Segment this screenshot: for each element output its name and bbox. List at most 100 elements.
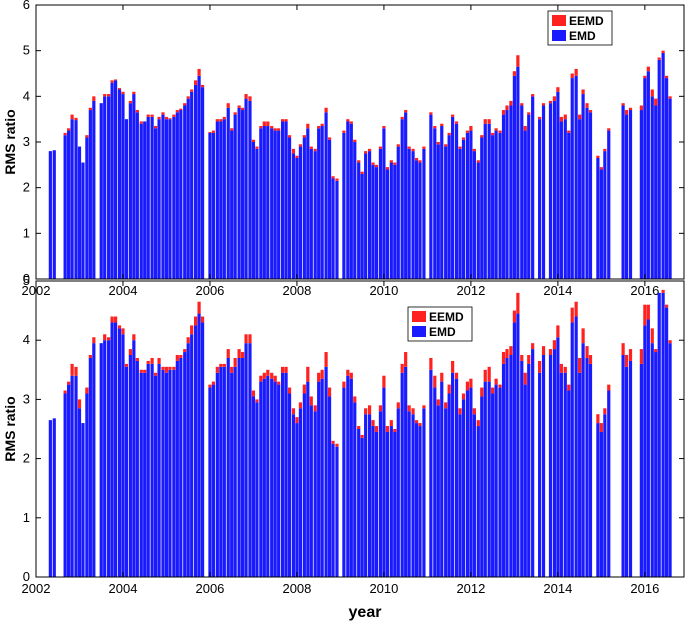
bar-eemd [154, 126, 158, 129]
bar-eemd [538, 116, 542, 120]
bar-emd [194, 84, 198, 279]
x-tick-label: 2016 [630, 283, 659, 298]
bar-eemd [639, 349, 643, 364]
bar-eemd [382, 126, 386, 129]
bar-eemd [411, 148, 415, 152]
bar-eemd [270, 126, 274, 129]
bar-emd [317, 381, 321, 577]
bar-eemd [461, 137, 466, 140]
bar-emd [135, 360, 139, 577]
bar-eemd [472, 148, 476, 152]
bar-eemd [559, 116, 563, 122]
bar-eemd [346, 119, 350, 122]
bar-emd [194, 325, 198, 577]
bar-eemd [668, 96, 672, 99]
bar-emd [327, 396, 332, 577]
bar-eemd [139, 121, 143, 124]
bar-emd [280, 372, 285, 577]
bar-eemd [85, 135, 89, 138]
bar-emd [657, 59, 661, 279]
bar-emd [596, 157, 600, 279]
bar-eemd [523, 126, 527, 131]
bar-eemd [498, 384, 502, 388]
bar-eemd [581, 89, 585, 95]
bar-eemd [487, 119, 491, 124]
bar-eemd [215, 119, 219, 122]
bar-eemd [200, 316, 205, 323]
y-tick-label: 1 [23, 510, 30, 525]
y-tick-label: 0 [23, 271, 30, 286]
bar-emd [650, 343, 654, 577]
bar-emd [414, 423, 419, 577]
bar-emd [483, 123, 487, 279]
bar-emd [531, 349, 535, 577]
bar-eemd [259, 375, 263, 382]
bar-eemd [124, 363, 129, 367]
bar-eemd [219, 119, 223, 122]
bar-emd [179, 110, 183, 279]
bar-eemd [317, 126, 321, 129]
bar-emd [404, 366, 408, 577]
bar-eemd [357, 160, 361, 163]
bar-eemd [287, 387, 292, 394]
bar-emd [168, 119, 172, 279]
bar-emd [255, 402, 259, 577]
bar-emd [523, 384, 527, 577]
bar-eemd [494, 378, 498, 385]
bar-eemd [509, 100, 513, 106]
bar-eemd [251, 139, 256, 142]
bar-emd [291, 153, 296, 279]
y-tick-label: 2 [23, 180, 30, 195]
bar-emd [164, 119, 169, 279]
bar-eemd [624, 355, 629, 367]
bar-eemd [233, 112, 237, 115]
bar-emd [657, 292, 661, 577]
bar-emd [117, 89, 122, 279]
bar-emd [200, 322, 205, 577]
x-axis-label: year [349, 604, 382, 621]
bar-emd [472, 414, 476, 577]
bar-emd [255, 148, 259, 279]
bar-eemd [378, 405, 383, 412]
bar-eemd [270, 372, 274, 379]
bar-emd [469, 387, 473, 577]
bar-emd [121, 334, 125, 577]
bar-emd [661, 292, 665, 577]
bar-emd [63, 135, 67, 279]
bar-eemd [371, 420, 375, 427]
bar-emd [646, 71, 650, 279]
bar-eemd [454, 372, 459, 379]
bar-eemd [324, 107, 328, 113]
x-tick-label: 2006 [195, 283, 224, 298]
bar-emd [273, 130, 277, 279]
bar-emd [317, 128, 321, 279]
bar-eemd [393, 162, 397, 165]
bar-emd [429, 114, 433, 279]
bar-emd [335, 446, 339, 577]
bar-eemd [596, 414, 600, 424]
bar-emd [211, 384, 216, 577]
bar-emd [77, 408, 82, 577]
bar-eemd [197, 68, 201, 76]
bar-eemd [469, 126, 473, 131]
bar-emd [501, 363, 506, 577]
bar-eemd [422, 405, 426, 409]
bar-emd [295, 423, 299, 577]
bar-eemd [538, 360, 542, 373]
bar-emd [599, 169, 603, 279]
bar-eemd [487, 366, 491, 382]
bar-eemd [531, 343, 535, 350]
bar-eemd [240, 107, 245, 111]
bar-emd [411, 414, 415, 577]
bar-emd [563, 119, 567, 279]
bar-emd [574, 75, 578, 279]
bar-eemd [498, 130, 502, 133]
bar-emd [320, 126, 324, 280]
bar-eemd [469, 378, 473, 388]
bar-eemd [248, 96, 252, 101]
bar-eemd [70, 363, 74, 376]
bar-emd [295, 157, 299, 279]
bar-emd [461, 139, 466, 279]
x-tick-label: 2004 [109, 283, 138, 298]
